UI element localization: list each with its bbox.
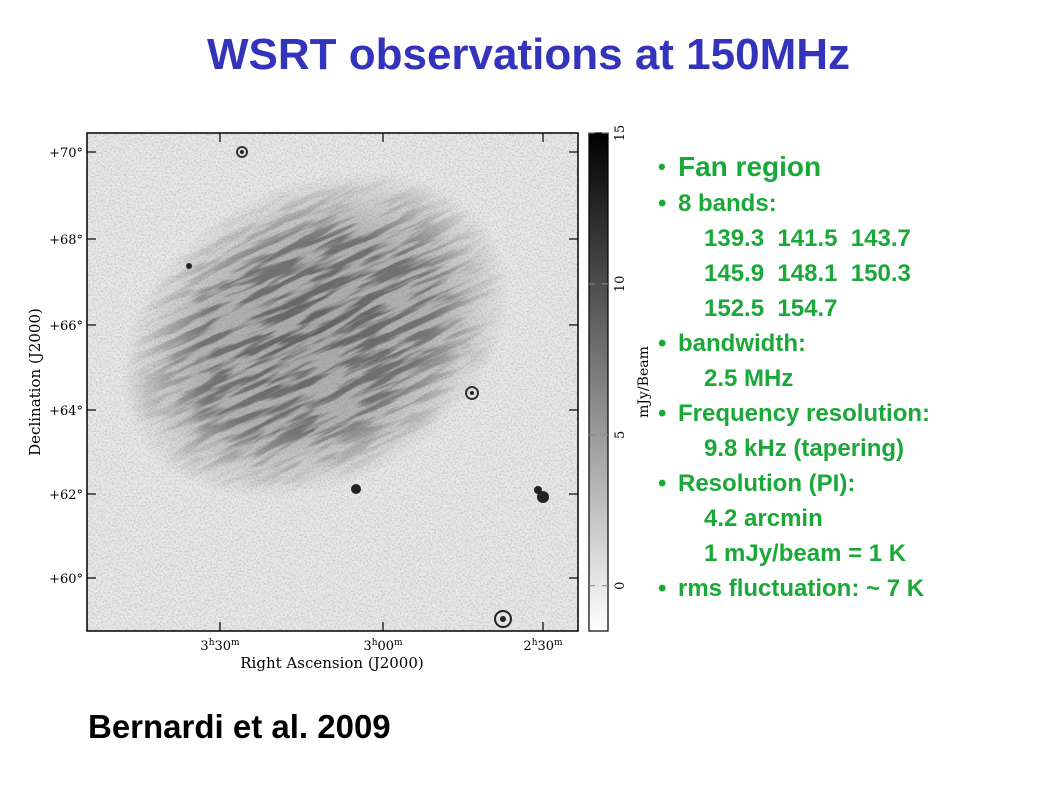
bullet-dot-icon: • — [658, 575, 667, 602]
bullet-dot-icon: • — [658, 330, 667, 357]
bullet-subline: 152.5 154.7 — [704, 295, 838, 322]
observation-parameters-list: • Fan region • 8 bands: 139.3 141.5 143.7 145… — [658, 148, 930, 606]
dec-tick-label: +66° — [49, 319, 83, 334]
bullet-subline: 1 mJy/beam = 1 K — [704, 540, 907, 567]
map-frame — [86, 132, 579, 632]
bullet-text: bandwidth: — [678, 330, 806, 357]
ra-tick-label: 3h00m — [363, 638, 403, 654]
ra-tick-label: 3h30m — [200, 638, 240, 654]
bullet-subline: 2.5 MHz — [704, 365, 794, 392]
bullet-item: • rms fluctuation: ~ 7 K — [658, 571, 930, 606]
ra-tick-label: 2h30m — [523, 638, 563, 654]
bullet-item: • Frequency resolution: — [658, 396, 930, 431]
bullet-text: Resolution (PI): — [678, 470, 856, 497]
colorbar-tick-label: 5 — [613, 431, 628, 439]
dec-tick-label: +70° — [49, 146, 83, 161]
bullet-subline: 145.9 148.1 150.3 — [704, 260, 911, 287]
dec-tick-label: +68° — [49, 233, 83, 248]
point-sources — [186, 146, 549, 628]
citation: Bernardi et al. 2009 — [88, 708, 391, 745]
bullet-text: rms fluctuation: ~ 7 K — [678, 575, 925, 602]
dec-tick-label: +62° — [49, 488, 83, 503]
map-image — [87, 133, 578, 631]
bullet-subline: 139.3 141.5 143.7 — [704, 225, 911, 252]
bullet-item: • bandwidth: — [658, 326, 930, 361]
dec-tick-label: +60° — [49, 572, 83, 587]
colorbar-label: mJy/Beam — [636, 346, 652, 418]
bullet-dot-icon: • — [658, 190, 667, 217]
bullet-dot-icon: • — [658, 400, 667, 427]
bullet-dot-icon: • — [658, 154, 666, 179]
colorbar-tick-label: 0 — [613, 582, 628, 590]
dec-tick-label: +64° — [49, 404, 83, 419]
colorbar-tick-label: 10 — [613, 276, 628, 293]
bullet-text: Frequency resolution: — [678, 400, 931, 427]
slide-title: WSRT observations at 150MHz — [206, 30, 851, 79]
bullet-subline: 4.2 arcmin — [704, 505, 823, 532]
bullet-text: 8 bands: — [678, 190, 777, 217]
bullet-item: • Fan region — [658, 148, 930, 186]
bullet-text: Fan region — [678, 151, 822, 182]
y-axis-label: Declination (J2000) — [26, 308, 44, 456]
ra-axis-ticks: 3h30m 3h00m 2h30m — [200, 133, 563, 654]
dec-axis-ticks: +70° +68° +66° +64° +62° +60° — [49, 146, 578, 587]
bullet-dot-icon: • — [658, 470, 667, 497]
bullet-subline: 9.8 kHz (tapering) — [704, 435, 905, 462]
colorbar-tick-label: 15 — [613, 125, 628, 142]
colorbar: 15 10 5 0 mJy/Beam — [588, 125, 652, 632]
x-axis-label: Right Ascension (J2000) — [240, 654, 423, 672]
bullet-item: • 8 bands: — [658, 186, 930, 221]
bullet-item: • Resolution (PI): — [658, 466, 930, 501]
